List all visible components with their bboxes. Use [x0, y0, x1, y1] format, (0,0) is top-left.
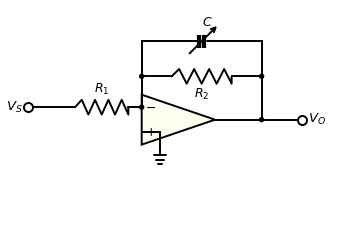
Text: $+$: $+$ [145, 126, 157, 139]
Text: $C$: $C$ [202, 16, 213, 29]
Polygon shape [142, 95, 215, 145]
Circle shape [140, 105, 144, 109]
Text: $R_1$: $R_1$ [94, 82, 110, 97]
Text: $V_S$: $V_S$ [6, 100, 22, 115]
Circle shape [140, 74, 144, 78]
Text: $-$: $-$ [146, 101, 156, 114]
Circle shape [260, 74, 264, 78]
Text: $V_O$: $V_O$ [308, 112, 326, 127]
Text: $R_2$: $R_2$ [194, 87, 209, 102]
Circle shape [260, 118, 264, 122]
